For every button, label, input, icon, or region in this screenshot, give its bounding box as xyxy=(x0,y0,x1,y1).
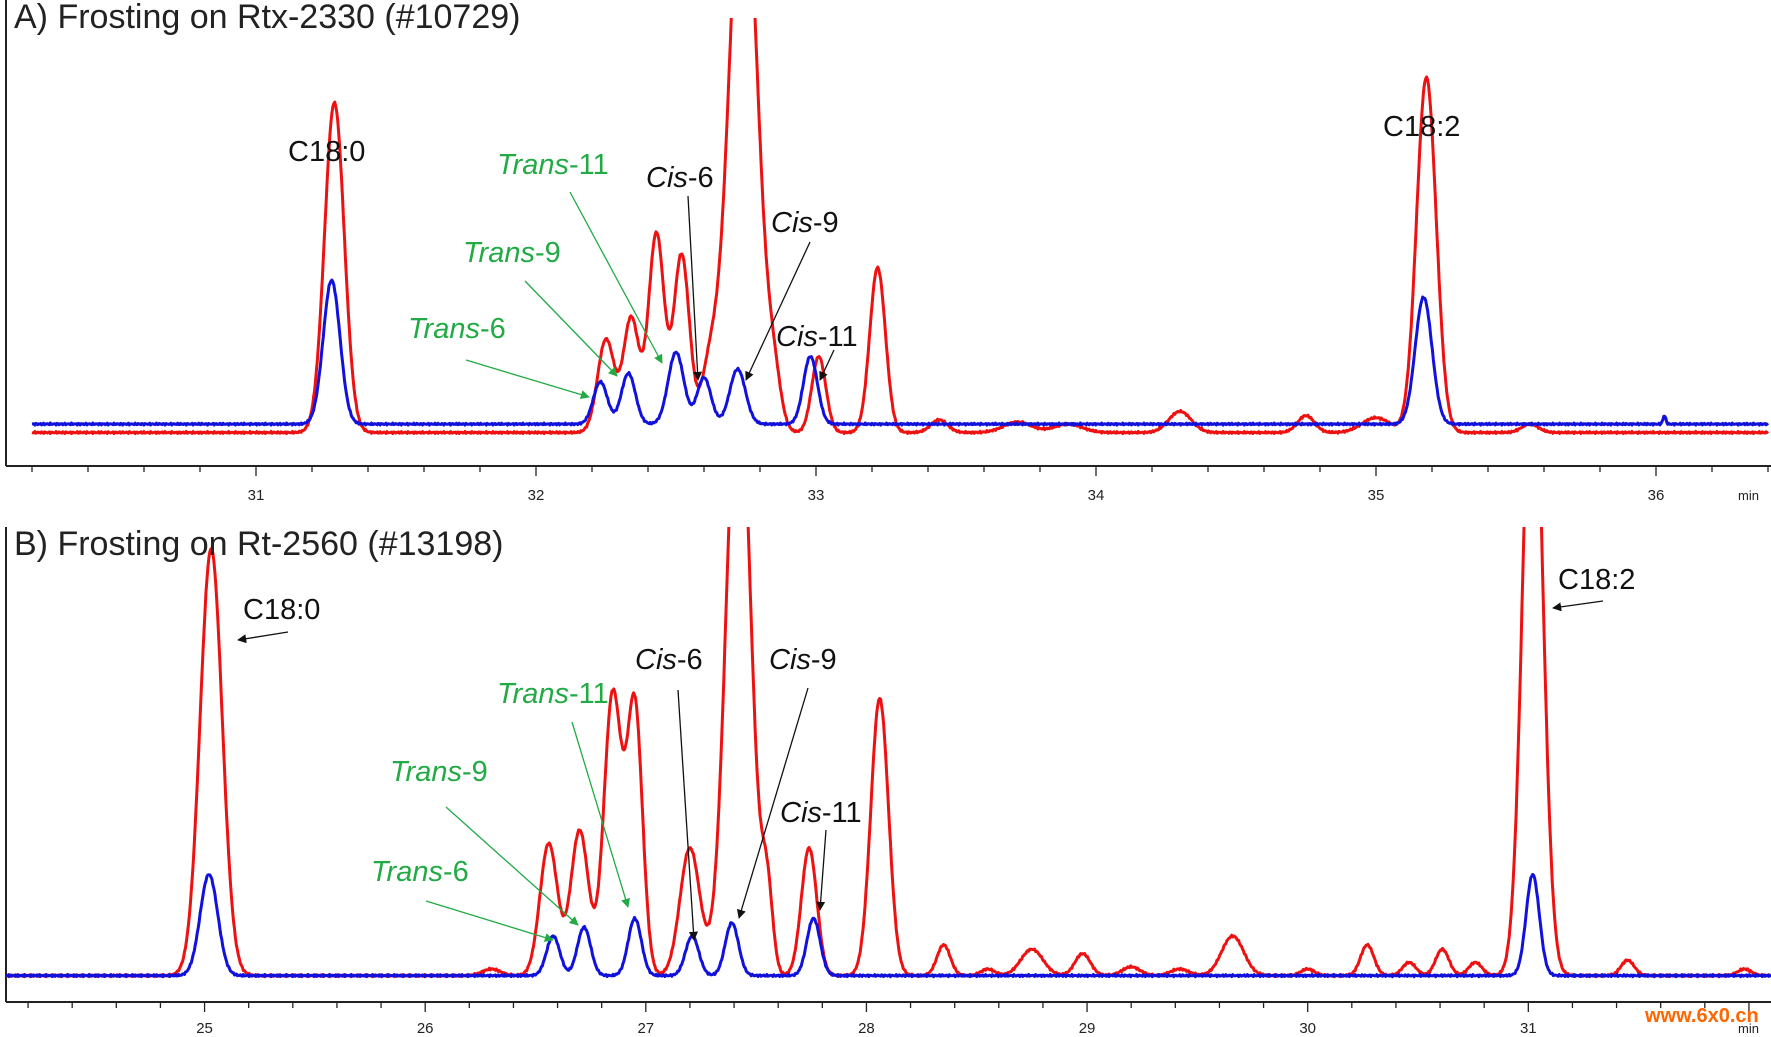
panel-b-title: B) Frosting on Rt-2560 (#13198) xyxy=(14,525,503,563)
x-tick-label: 26 xyxy=(417,1020,434,1037)
panel-b-label-c18-2: C18:2 xyxy=(1558,564,1635,596)
panel-b-label-cis-11: Cis-11 xyxy=(780,797,862,829)
x-tick-label: 32 xyxy=(528,487,545,504)
panel-b-arrow-trans-9 xyxy=(445,806,579,926)
panel-b-arrow-cis-11 xyxy=(816,829,827,911)
panel-a-series-blue-trace xyxy=(31,278,1770,427)
panel-a-arrow-trans-9 xyxy=(524,280,618,377)
watermark-text: www.6x0.cn xyxy=(1644,1005,1759,1027)
panel-a-traces xyxy=(31,18,1770,436)
panel-a-arrow-trans-11 xyxy=(569,191,663,364)
panel-b-label-trans-6: Trans-6 xyxy=(371,856,469,888)
panel-a-title: A) Frosting on Rtx-2330 (#10729) xyxy=(14,0,520,36)
x-tick-label: 30 xyxy=(1299,1020,1316,1037)
panel-b-arrow-cis-9 xyxy=(736,687,809,919)
panel-a-label-c18-2: C18:2 xyxy=(1383,111,1460,143)
panel-a-label-cis-9: Cis-9 xyxy=(771,207,839,239)
panel-a-label-trans-9: Trans-9 xyxy=(463,237,561,269)
panel-a-label-trans-6: Trans-6 xyxy=(408,313,506,345)
x-tick-label: 31 xyxy=(1520,1020,1537,1037)
x-tick-label: 29 xyxy=(1079,1020,1096,1037)
panel-b-arrow-c18-2 xyxy=(1552,600,1604,612)
panel-b-ticks: 25 26 27 28 29 30 31 xyxy=(27,1002,1750,1037)
panel-b-x-unit: min xyxy=(1738,1021,1759,1036)
panel-b-arrow-cis-6 xyxy=(677,689,699,941)
panel-b-label-trans-11: Trans-11 xyxy=(497,678,609,710)
x-tick-label: 27 xyxy=(637,1020,654,1037)
x-tick-label: 31 xyxy=(248,487,265,504)
panel-b-traces xyxy=(5,527,1771,979)
panel-b-label-cis-6: Cis-6 xyxy=(635,644,703,676)
panel-a-label-trans-11: Trans-11 xyxy=(497,149,609,181)
panel-a-ticks: 31 32 33 34 35 36 xyxy=(31,466,1769,504)
x-tick-label: 33 xyxy=(808,487,825,504)
panel-b-series-red-trace xyxy=(5,527,1771,979)
x-tick-label: 34 xyxy=(1088,487,1105,504)
panel-a-label-cis-11: Cis-11 xyxy=(776,321,858,353)
panel-b-arrow-trans-11 xyxy=(571,721,630,908)
panel-a-arrow-cis-9 xyxy=(745,241,811,381)
panel-b-label-c18-0: C18:0 xyxy=(243,594,320,626)
panel-a-x-unit: min xyxy=(1738,488,1759,503)
panel-b-label-cis-9: Cis-9 xyxy=(769,644,837,676)
x-tick-label: 28 xyxy=(858,1020,875,1037)
panel-a-arrow-trans-6 xyxy=(465,359,590,399)
panel-a-series-red-trace xyxy=(31,18,1770,436)
x-tick-label: 35 xyxy=(1368,487,1385,504)
panel-b-arrow-trans-6 xyxy=(425,900,554,942)
x-tick-label: 25 xyxy=(196,1020,213,1037)
x-tick-label: 36 xyxy=(1648,487,1665,504)
panel-b-label-trans-9: Trans-9 xyxy=(390,756,488,788)
panel-b: 25 26 27 28 29 30 31 B) Frosting on Rt-2560 (#… xyxy=(5,525,1771,1037)
panel-b-series-blue-trace xyxy=(5,872,1771,979)
panel-a-arrow-cis-11 xyxy=(819,349,835,381)
panel-a-label-cis-6: Cis-6 xyxy=(646,162,714,194)
panel-a: 31 32 33 34 35 36 A) Frosting on Rtx-2330 (#1… xyxy=(5,0,1771,504)
panel-a-label-c18-0: C18:0 xyxy=(288,136,365,168)
panel-b-arrow-c18-0 xyxy=(237,631,289,644)
panel-a-arrow-cis-6 xyxy=(687,195,703,381)
